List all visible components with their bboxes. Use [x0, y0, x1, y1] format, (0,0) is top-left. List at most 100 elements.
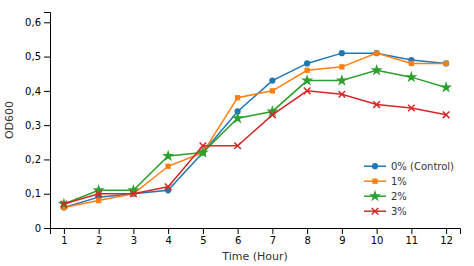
data-point	[162, 150, 174, 161]
tick-mark	[44, 194, 50, 195]
chart: 12345678910111200,10,20,30,40,50,60% (Co…	[0, 0, 474, 266]
tick-label: 4	[165, 235, 171, 246]
data-point	[270, 88, 275, 93]
tick-label: 5	[200, 235, 206, 246]
tick-label: 12	[440, 235, 453, 246]
tick: 7	[270, 228, 276, 246]
tick-label: 0,4	[25, 86, 41, 97]
tick-label: 0,5	[25, 51, 41, 62]
tick: 5	[200, 228, 206, 246]
tick: 0,6	[25, 17, 50, 28]
data-point	[440, 81, 452, 92]
data-point	[336, 74, 348, 85]
tick-label: 0,6	[25, 17, 41, 28]
data-point	[95, 190, 102, 197]
data-point	[443, 112, 450, 119]
series	[61, 50, 449, 210]
tick-mark	[44, 57, 50, 58]
series	[61, 88, 450, 208]
legend-symbol	[372, 163, 378, 169]
series-line	[64, 53, 446, 207]
data-point	[339, 91, 346, 98]
data-point	[165, 164, 170, 169]
tick-mark	[203, 228, 204, 234]
data-point	[374, 50, 380, 56]
data-point	[301, 74, 313, 85]
data-point	[304, 88, 311, 95]
x-axis: 123456789101112	[51, 228, 461, 246]
tick-label: 6	[235, 235, 241, 246]
tick-label: 1	[61, 235, 67, 246]
tick-mark	[446, 228, 447, 234]
data-point	[373, 101, 380, 108]
tick-mark	[307, 228, 308, 234]
data-point	[130, 190, 137, 197]
tick-mark	[133, 228, 134, 234]
legend-label: 2%	[391, 191, 407, 202]
tick: 12	[440, 228, 453, 246]
legend-symbol	[372, 179, 377, 184]
tick-mark	[168, 228, 169, 234]
legend-item: 1%	[364, 176, 407, 187]
data-point	[304, 68, 309, 73]
tick-label: 3	[131, 235, 137, 246]
tick-label: 11	[405, 235, 418, 246]
tick-mark	[99, 228, 100, 234]
data-point	[443, 61, 448, 66]
data-point	[443, 60, 449, 66]
data-point	[269, 77, 275, 83]
series	[58, 64, 452, 209]
tick: 9	[339, 228, 345, 246]
axis-line	[51, 229, 461, 235]
plot-area: 12345678910111200,10,20,30,40,50,60% (Co…	[25, 13, 460, 247]
tick-label: 0,3	[25, 120, 41, 131]
tick-mark	[44, 91, 50, 92]
data-point	[61, 201, 68, 208]
data-point	[371, 64, 383, 75]
legend: 0% (Control) 1% 2% 3%	[364, 161, 454, 217]
tick-label: 2	[96, 235, 102, 246]
legend-label: 3%	[391, 206, 407, 217]
axis-line	[44, 13, 51, 229]
series-line	[64, 70, 446, 204]
tick-label: 10	[371, 235, 384, 246]
data-point	[96, 198, 101, 203]
data-point	[405, 71, 417, 82]
tick: 0,1	[25, 188, 50, 199]
series-line	[64, 91, 446, 204]
tick: 0,2	[25, 154, 50, 165]
y-axis: 0 0,1 0,2 0,3 0,4 0,5 0,6	[25, 13, 50, 234]
tick: 0	[35, 223, 50, 234]
data-point	[165, 184, 172, 191]
tick: 0,4	[25, 86, 50, 97]
series	[61, 50, 448, 210]
legend-item: 0% (Control)	[364, 161, 454, 172]
data-point	[408, 105, 415, 112]
tick: 2	[96, 228, 102, 246]
data-point	[269, 112, 276, 119]
tick: 10	[371, 228, 384, 246]
tick: 6	[235, 228, 241, 246]
tick: 3	[131, 228, 137, 246]
tick-label: 7	[270, 235, 276, 246]
legend-symbol	[372, 208, 379, 215]
data-point	[232, 112, 244, 123]
data-point	[339, 50, 345, 56]
tick-mark	[377, 228, 378, 234]
data-point	[235, 95, 240, 100]
tick: 8	[304, 228, 310, 246]
tick-label: 9	[339, 235, 345, 246]
y-axis-title: OD600	[3, 101, 16, 139]
data-point	[200, 142, 207, 149]
tick: 11	[405, 228, 418, 246]
tick-mark	[272, 228, 273, 234]
tick: 0,3	[25, 120, 50, 131]
tick-mark	[411, 228, 412, 234]
legend-item: 3%	[364, 206, 407, 217]
tick-mark	[64, 228, 65, 234]
tick-mark	[238, 228, 239, 234]
series-line	[64, 53, 446, 207]
tick-mark	[44, 159, 50, 160]
tick-label: 0,2	[25, 154, 41, 165]
data-point	[234, 142, 241, 149]
